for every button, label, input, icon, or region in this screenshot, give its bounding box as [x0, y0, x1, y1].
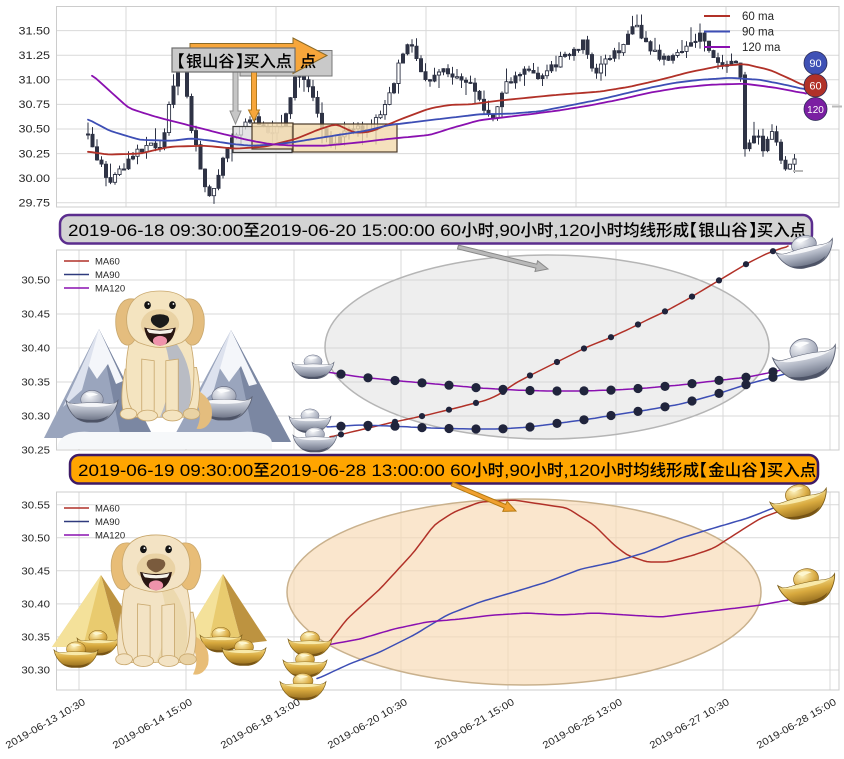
svg-text:30.55: 30.55 [21, 500, 50, 511]
svg-text:31.25: 31.25 [19, 50, 51, 62]
svg-text:MA120: MA120 [95, 283, 125, 294]
svg-text:30.30: 30.30 [21, 412, 50, 423]
svg-text:MA90: MA90 [95, 517, 120, 528]
svg-text:30.00: 30.00 [19, 173, 51, 185]
svg-text:30.50: 30.50 [21, 276, 50, 287]
svg-text:30.35: 30.35 [21, 378, 50, 389]
svg-text:60 ma: 60 ma [742, 11, 775, 23]
svg-text:30.35: 30.35 [21, 633, 50, 644]
svg-text:120: 120 [807, 105, 824, 116]
svg-text:,120: ,120 [553, 222, 590, 240]
svg-text:30.25: 30.25 [21, 446, 50, 457]
svg-text:2019-06-19 09:30:00: 2019-06-19 09:30:00 [78, 462, 253, 480]
svg-text:31.50: 31.50 [19, 25, 51, 37]
svg-text:30.40: 30.40 [21, 344, 50, 355]
svg-text:2019-06-20 15:00:00 60: 2019-06-20 15:00:00 60 [260, 222, 461, 240]
svg-text:MA90: MA90 [95, 270, 120, 281]
svg-text:90: 90 [809, 58, 821, 70]
svg-text:30.75: 30.75 [19, 99, 51, 111]
svg-text:30.45: 30.45 [21, 567, 50, 578]
svg-text:,90: ,90 [494, 222, 520, 240]
svg-text:MA60: MA60 [95, 503, 120, 514]
svg-text:MA120: MA120 [95, 530, 125, 541]
svg-text:,90: ,90 [504, 462, 530, 480]
svg-text:31.00: 31.00 [19, 75, 51, 87]
svg-text:30.30: 30.30 [21, 666, 50, 677]
svg-text:30.50: 30.50 [19, 124, 51, 136]
svg-text:90 ma: 90 ma [742, 27, 775, 39]
svg-text:30.45: 30.45 [21, 310, 50, 321]
svg-text:30.50: 30.50 [21, 534, 50, 545]
svg-text:30.40: 30.40 [21, 600, 50, 611]
svg-text:120 ma: 120 ma [742, 42, 781, 54]
svg-text:2019-06-18 09:30:00: 2019-06-18 09:30:00 [68, 222, 243, 240]
svg-text:2019-06-28 13:00:00 60: 2019-06-28 13:00:00 60 [270, 462, 471, 480]
svg-text:60: 60 [809, 80, 821, 92]
svg-text:29.75: 29.75 [19, 198, 51, 210]
svg-text:MA60: MA60 [95, 256, 120, 267]
svg-text:30.25: 30.25 [19, 148, 51, 160]
svg-text:,120: ,120 [563, 462, 600, 480]
